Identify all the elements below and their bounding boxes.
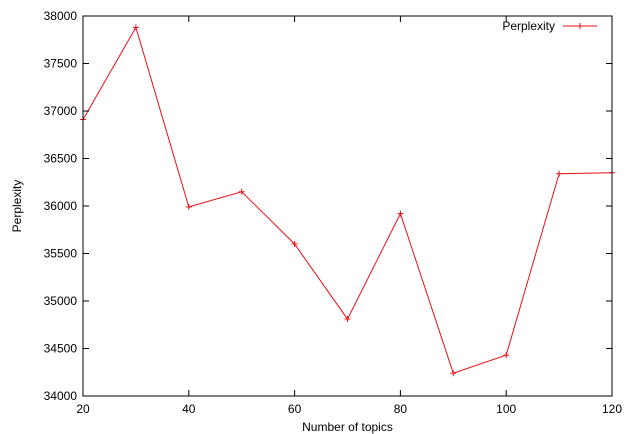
legend: Perplexity	[502, 19, 597, 33]
data-point-70	[344, 316, 351, 323]
x-axis-label: Number of topics	[302, 420, 393, 434]
y-tick-label-38000: 38000	[44, 9, 78, 23]
x-tick-label-20: 20	[76, 402, 90, 416]
plot-frame	[82, 15, 613, 397]
y-tick-label-36000: 36000	[44, 199, 78, 213]
legend-label-perplexity: Perplexity	[502, 19, 555, 33]
data-point-30	[132, 24, 139, 31]
y-tick-label-35500: 35500	[44, 247, 78, 261]
data-point-90	[450, 370, 457, 377]
data-point-110	[556, 170, 563, 177]
axis-ticks: 34000 34500 35000 35500 36000 36500 37000 37500…	[44, 9, 623, 416]
x-tick-label-40: 40	[182, 402, 196, 416]
x-tick-label-120: 120	[602, 402, 622, 416]
y-axis-label: Perplexity	[10, 180, 24, 233]
x-tick-label-80: 80	[394, 402, 408, 416]
x-tick-label-60: 60	[288, 402, 302, 416]
y-tick-label-35000: 35000	[44, 294, 78, 308]
y-tick-label-34000: 34000	[44, 389, 78, 403]
y-tick-label-36500: 36500	[44, 152, 78, 166]
data-point-100	[503, 352, 510, 359]
y-tick-label-34500: 34500	[44, 342, 78, 356]
y-tick-label-37000: 37000	[44, 104, 78, 118]
y-tick-label-37500: 37500	[44, 57, 78, 71]
data-point-40	[185, 203, 192, 210]
data-point-50	[238, 188, 245, 195]
data-point-60	[291, 241, 298, 247]
x-tick-label-100: 100	[496, 402, 516, 416]
legend-marker	[577, 23, 583, 29]
data-point-80	[397, 210, 404, 217]
chart-marks	[80, 24, 615, 377]
